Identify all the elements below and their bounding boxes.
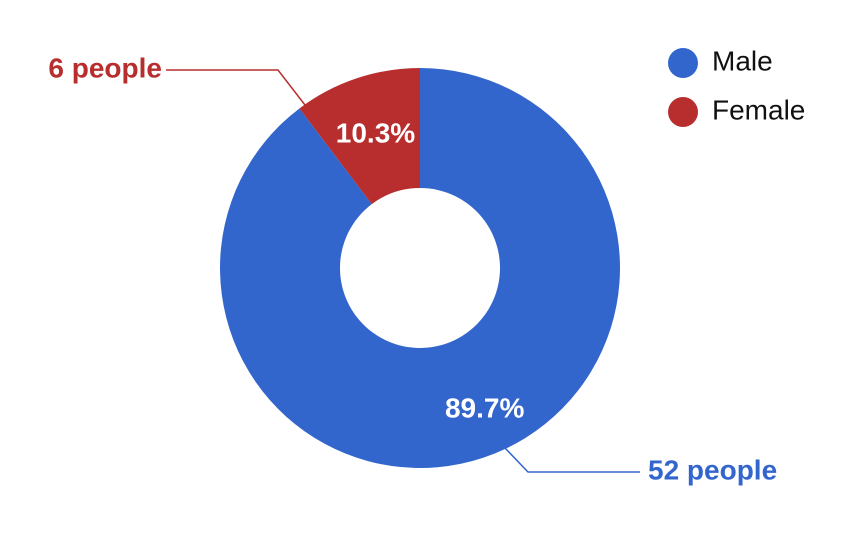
legend-swatch [668,97,698,127]
leader-line [504,447,640,473]
legend-label: Male [712,45,773,76]
leader-line [166,69,306,106]
percent-label: 10.3% [336,118,415,149]
legend-label: Female [712,94,805,125]
percent-label: 89.7% [445,393,524,424]
legend-swatch [668,48,698,78]
slice [299,68,420,205]
count-label: 6 people [48,52,162,83]
slice [219,68,620,468]
count-label: 52 people [648,454,777,485]
